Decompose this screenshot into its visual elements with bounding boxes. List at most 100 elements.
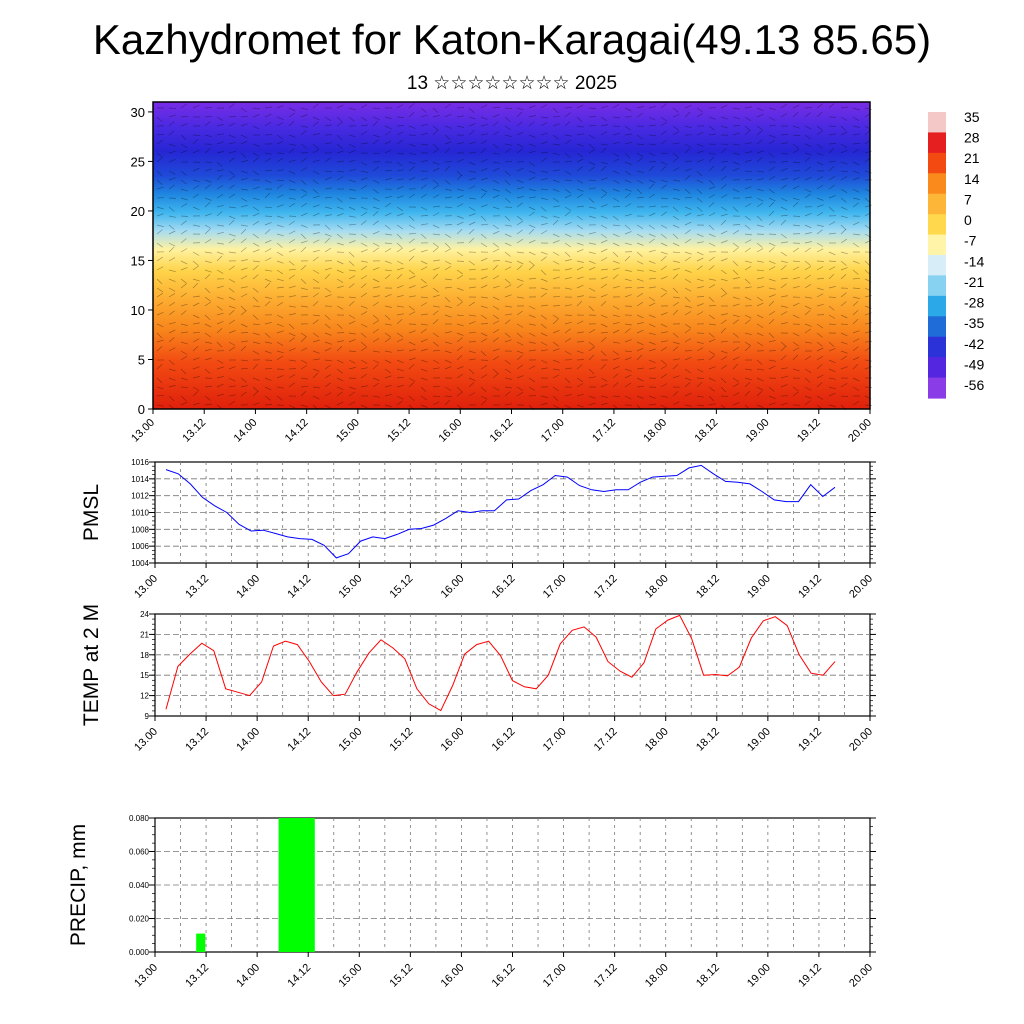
wind-barb xyxy=(648,286,656,289)
wind-barb xyxy=(168,158,176,163)
wind-barb xyxy=(516,187,524,190)
chart-subtitle: 13 ☆☆☆☆☆☆☆☆ 2025 xyxy=(406,73,618,94)
wind-barb xyxy=(252,265,259,271)
wind-barb xyxy=(708,116,716,120)
wind-barb xyxy=(588,287,596,292)
wind-barb xyxy=(168,302,176,307)
wind-barb xyxy=(528,386,536,391)
wind-barb xyxy=(840,350,848,354)
wind-barb xyxy=(420,266,428,271)
wind-barb xyxy=(480,223,489,226)
wind-barb xyxy=(540,292,547,298)
wind-barb xyxy=(492,386,500,391)
x-tick-label: 15.00 xyxy=(336,726,364,754)
wind-barb xyxy=(828,348,836,352)
wind-barb xyxy=(828,323,837,326)
wind-barb xyxy=(492,206,500,210)
wind-barb xyxy=(804,341,812,344)
wind-barb xyxy=(180,356,188,361)
wind-barb xyxy=(372,179,380,184)
wind-barb xyxy=(648,260,656,264)
x-tick-label: 19.12 xyxy=(796,726,824,754)
wind-barb xyxy=(528,228,535,235)
wind-barb xyxy=(252,260,260,263)
wind-barb xyxy=(480,158,488,163)
wind-barb xyxy=(552,395,559,402)
wind-barb xyxy=(840,301,847,307)
y-axis-label: PRECIP, mm xyxy=(67,824,90,946)
wind-barb xyxy=(540,349,548,352)
wind-barb xyxy=(276,375,284,379)
wind-barb xyxy=(528,188,536,192)
wind-barb xyxy=(684,311,692,316)
wind-barb xyxy=(444,242,451,249)
wind-barb xyxy=(576,193,584,199)
wind-barb xyxy=(588,346,595,352)
x-tick-label: 17.00 xyxy=(539,417,567,445)
wind-barb xyxy=(204,332,211,338)
wind-barb xyxy=(840,161,848,165)
wind-barb xyxy=(444,103,451,109)
wind-barb xyxy=(204,121,211,127)
x-tick-label: 14.12 xyxy=(285,573,313,601)
wind-barb xyxy=(480,350,487,357)
wind-barb xyxy=(360,341,367,347)
wind-barb xyxy=(396,195,404,199)
wind-barb xyxy=(324,237,331,244)
wind-barb xyxy=(336,143,343,149)
wind-barb xyxy=(504,179,511,186)
wind-barb xyxy=(264,321,272,325)
wind-barb xyxy=(648,238,655,244)
wind-barb xyxy=(372,166,379,172)
wind-barb xyxy=(804,310,811,316)
wind-barb xyxy=(600,116,607,122)
wind-barb xyxy=(804,284,812,289)
y-tick-label: 0.000 xyxy=(129,948,150,957)
wind-barb xyxy=(528,377,535,383)
wind-barb xyxy=(552,251,560,256)
wind-barb xyxy=(516,310,523,316)
wind-barb xyxy=(780,161,789,163)
wind-barb xyxy=(312,239,320,244)
wind-barb xyxy=(408,215,415,221)
wind-barb xyxy=(384,350,392,353)
wind-barb xyxy=(540,116,548,119)
wind-barb xyxy=(348,275,356,280)
wind-barb xyxy=(420,323,428,326)
wind-barb xyxy=(348,215,356,218)
wind-barb xyxy=(336,170,344,173)
wind-barb xyxy=(552,348,560,352)
wind-barb xyxy=(624,188,632,192)
wind-barb xyxy=(552,219,559,226)
wind-barb xyxy=(420,160,428,163)
wind-barb xyxy=(612,305,620,310)
wind-barb xyxy=(240,323,248,328)
wind-barb xyxy=(612,382,619,388)
wind-barb xyxy=(288,188,296,191)
wind-barb xyxy=(564,170,572,175)
wind-barb xyxy=(828,160,837,163)
wind-barb xyxy=(456,323,464,327)
wind-barb xyxy=(564,251,571,258)
wind-barb xyxy=(756,107,764,112)
wind-barb xyxy=(432,349,441,352)
wind-barb xyxy=(504,368,512,373)
wind-barb xyxy=(192,402,200,406)
wind-barb xyxy=(624,224,631,230)
wind-barb xyxy=(588,206,596,209)
wind-barb xyxy=(756,323,764,328)
wind-barb xyxy=(276,251,284,256)
wind-barb xyxy=(708,278,716,281)
wind-barb xyxy=(336,391,343,397)
wind-barb xyxy=(324,142,332,145)
wind-barb xyxy=(384,323,392,326)
wind-barb xyxy=(408,255,415,262)
wind-barb xyxy=(768,188,775,194)
wind-barb xyxy=(348,197,357,199)
wind-barb xyxy=(516,341,524,346)
wind-barb xyxy=(432,184,439,190)
wind-barb xyxy=(528,143,536,147)
wind-barb xyxy=(708,212,716,217)
wind-barb xyxy=(228,319,235,325)
wind-barb xyxy=(840,267,848,271)
